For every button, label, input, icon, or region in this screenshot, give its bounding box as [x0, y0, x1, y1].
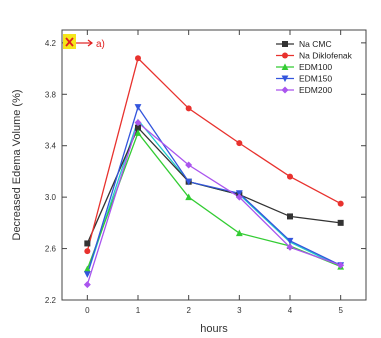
y-tick-label: 2.6 — [45, 245, 57, 254]
y-tick-label: 3.0 — [45, 193, 57, 202]
series-point-0 — [287, 213, 293, 220]
series-line-3 — [86, 105, 341, 275]
legend-entry: EDM150 — [299, 74, 332, 84]
series-lines — [86, 57, 341, 285]
series-point-2 — [185, 193, 193, 201]
series-line-1 — [86, 57, 341, 252]
series-line-2 — [86, 131, 341, 270]
series-line-4 — [86, 121, 341, 285]
series-point-0 — [135, 124, 141, 131]
y-tick-label: 4.2 — [45, 39, 57, 48]
series-point-4 — [185, 161, 193, 169]
legend-marker — [281, 63, 289, 70]
legend-entry: Na CMC — [299, 39, 332, 49]
series-point-4 — [235, 193, 243, 201]
series-point-3 — [185, 178, 193, 186]
series-point-4 — [134, 119, 142, 127]
series-point-1 — [84, 248, 91, 255]
series-point-2 — [134, 129, 142, 136]
x-tick-label: 4 — [288, 306, 293, 315]
annotation: a) — [63, 34, 105, 50]
series-point-3 — [83, 271, 91, 278]
x-tick-label: 3 — [237, 306, 242, 315]
legend-entry: EDM200 — [299, 85, 332, 95]
series-point-1 — [135, 55, 141, 62]
x-tick-label: 2 — [186, 306, 191, 315]
series-point-2 — [235, 229, 243, 237]
series-point-0 — [337, 219, 344, 226]
series-point-1 — [236, 140, 243, 147]
series-point-1 — [185, 105, 192, 112]
series-point-3 — [235, 190, 243, 197]
x-tick-label: 5 — [338, 306, 343, 315]
series-point-4 — [286, 243, 294, 251]
series-markers — [83, 55, 345, 289]
legend-marker — [282, 41, 288, 47]
x-axis-label: hours — [200, 323, 228, 335]
legend-entry: EDM100 — [299, 62, 332, 72]
series-point-4 — [83, 281, 91, 289]
legend-marker — [281, 86, 289, 94]
series-point-4 — [337, 261, 345, 269]
legend-marker — [282, 52, 288, 59]
series-point-3 — [134, 104, 142, 111]
legend-marker — [281, 75, 289, 83]
legend-entry: Na Diklofenak — [299, 51, 353, 61]
x-tick-label: 1 — [136, 306, 141, 315]
annotation-arrowhead — [87, 39, 93, 47]
y-axis-label: Decreased Edema Volume (%) — [11, 89, 23, 240]
annotation-cross — [65, 37, 74, 47]
series-point-1 — [337, 200, 344, 207]
y-tick-label: 2.2 — [45, 296, 57, 305]
y-tick-label: 3.8 — [45, 90, 57, 99]
series-point-1 — [287, 173, 293, 180]
annotation-label: a) — [96, 39, 105, 50]
series-point-2 — [83, 265, 91, 273]
x-tick-label: 0 — [85, 306, 90, 315]
series-point-3 — [286, 237, 294, 245]
axes: 0 1 2 3 4 5 2.2 2.6 3.0 3.4 3.8 4.2 — [45, 30, 366, 315]
y-tick-label: 3.4 — [45, 142, 57, 151]
series-point-0 — [84, 240, 91, 247]
